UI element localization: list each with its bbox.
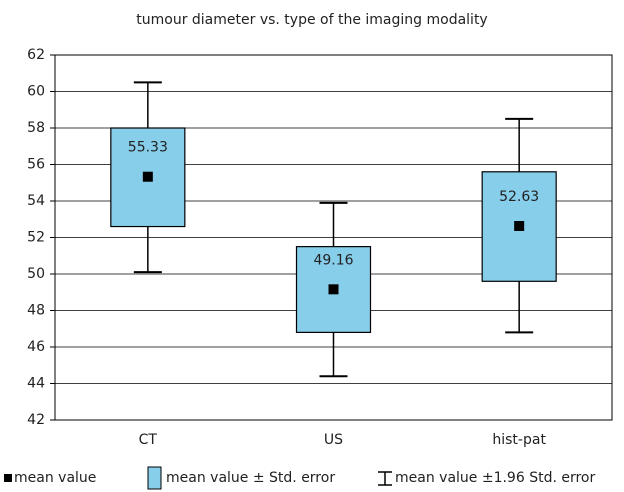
legend-label: mean value ± Std. error	[166, 470, 335, 486]
y-tick-label: 60	[27, 84, 45, 100]
plot-border	[54, 54, 613, 421]
legend-box-icon	[147, 466, 162, 490]
y-tick-label: 54	[27, 193, 45, 209]
chart-title: tumour diameter vs. type of the imaging …	[136, 12, 487, 28]
data-label: 52.63	[499, 189, 539, 205]
y-tick-label: 44	[27, 376, 45, 392]
x-tick-label: US	[324, 432, 343, 448]
y-tick-label: 52	[27, 230, 45, 246]
x-tick-label: CT	[139, 432, 158, 448]
y-tick-label: 56	[27, 157, 45, 173]
y-tick-label: 50	[27, 266, 45, 282]
legend-mean-icon	[4, 474, 12, 482]
y-tick-label: 62	[27, 47, 45, 63]
y-tick-label: 46	[27, 339, 45, 355]
y-tick-label: 42	[27, 412, 45, 428]
mean-marker	[142, 171, 153, 182]
data-label: 55.33	[128, 140, 168, 156]
mean-marker	[514, 221, 525, 232]
legend-label: mean value ±1.96 Std. error	[395, 470, 595, 486]
y-tick-label: 58	[27, 120, 45, 136]
x-tick-label: hist-pat	[492, 432, 546, 448]
legend-label: mean value	[14, 470, 96, 486]
data-label: 49.16	[313, 252, 353, 268]
mean-marker	[328, 284, 339, 295]
y-tick-label: 48	[27, 303, 45, 319]
